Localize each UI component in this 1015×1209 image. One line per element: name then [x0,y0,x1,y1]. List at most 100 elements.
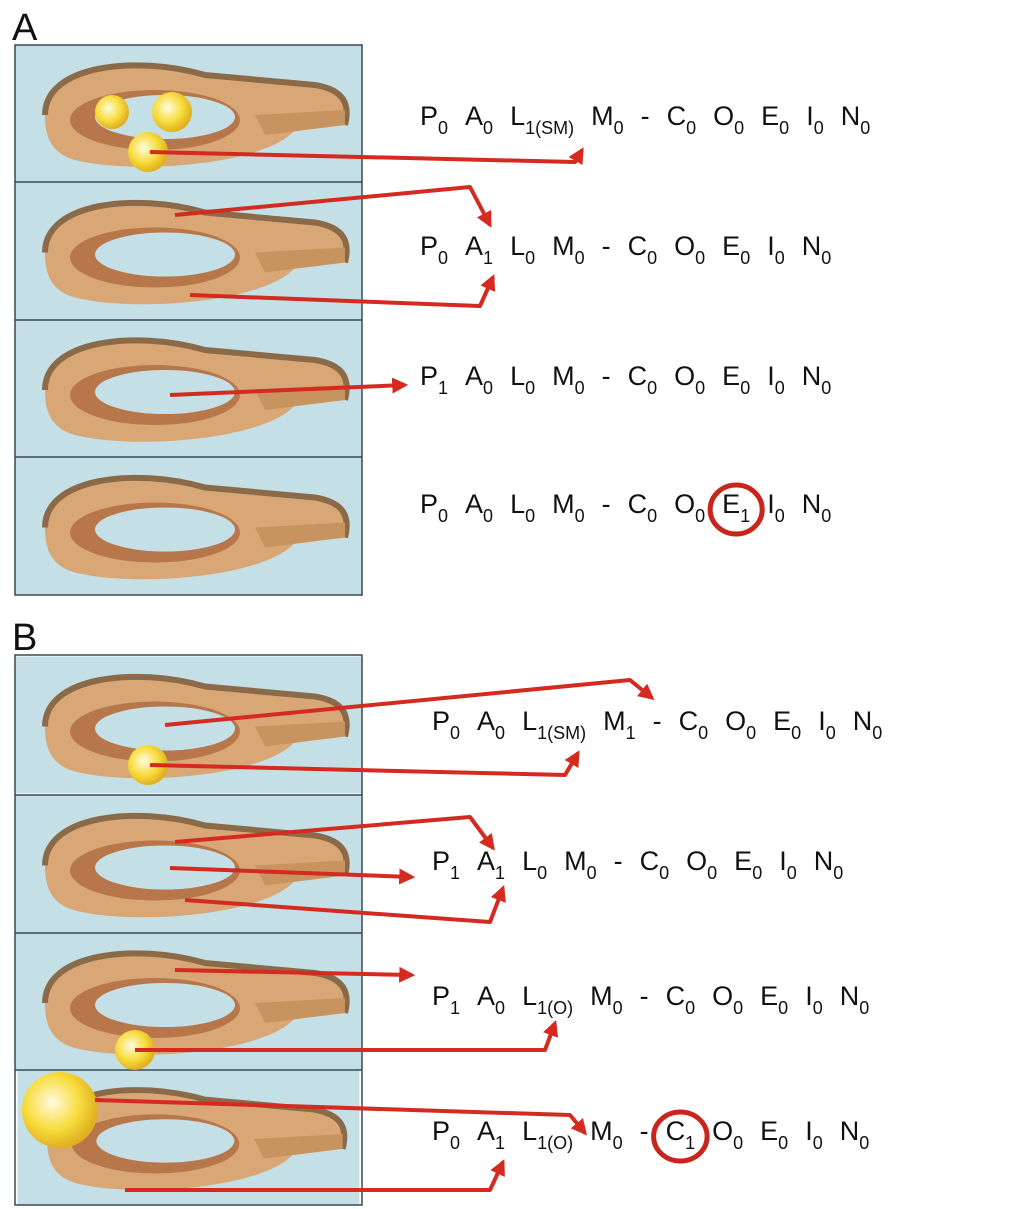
code-token: N0 [840,1116,870,1153]
ear-image [15,796,362,933]
token-subscript: 1 [495,1133,505,1153]
code-token: P1 [432,981,460,1018]
token-subscript: 1 [495,863,505,883]
token-letter: M [590,1116,613,1146]
code-token: C1 [666,1116,696,1153]
token-letter: E [722,361,740,391]
token-letter: I [767,489,775,519]
token-subscript: 0 [695,378,705,398]
code-token: E0 [722,231,750,268]
token-subscript: 0 [525,378,535,398]
ear-image [15,657,362,794]
token-letter: A [477,846,495,876]
code-token: A1 [477,1116,505,1153]
token-subscript: 0 [859,1133,869,1153]
token-letter: - [640,1116,649,1146]
code-token: E0 [760,981,788,1018]
token-letter: M [590,981,613,1011]
token-letter: I [806,101,814,131]
code-token: A0 [465,361,493,398]
token-letter: N [841,101,861,131]
token-letter: A [477,1116,495,1146]
token-subscript: 0 [495,998,505,1018]
token-letter: N [853,706,873,736]
token-subscript: 0 [659,863,669,883]
code-token: P1 [432,846,460,883]
token-letter: C [666,1116,686,1146]
token-subscript: 0 [814,118,824,138]
token-letter: N [802,361,822,391]
code-token: - [602,489,611,519]
token-letter: L [522,706,537,736]
code-token: M1 [603,706,636,743]
token-subscript: 0 [695,506,705,526]
token-letter: I [767,361,775,391]
code-token: L0 [510,489,535,526]
token-subscript: 0 [450,723,460,743]
code-token: E0 [760,1116,788,1153]
code-token: P0 [432,706,460,743]
token-subscript: 0 [813,998,823,1018]
code-token: L0 [510,231,535,268]
token-letter: P [420,231,438,261]
token-letter: I [767,231,775,261]
token-letter: M [564,846,587,876]
token-subscript: 0 [821,506,831,526]
token-letter: I [805,981,813,1011]
code-token: N0 [841,101,871,138]
code-token: A0 [477,706,505,743]
token-subscript: 0 [746,723,756,743]
code-token: L1(SM) [510,101,574,138]
token-letter: E [734,846,752,876]
code-token: - [640,981,649,1011]
token-letter: M [603,706,626,736]
code-token: M0 [591,101,624,138]
code-token: L1(SM) [522,706,586,743]
token-letter: L [510,231,525,261]
token-subscript: 0 [438,118,448,138]
token-letter: - [602,489,611,519]
token-subscript: 0 [537,863,547,883]
code-token: E0 [722,361,750,398]
code-token: C0 [628,231,658,268]
code-token: - [602,361,611,391]
code-token: A0 [477,981,505,1018]
token-subscript: 0 [698,723,708,743]
code-token: M0 [590,981,623,1018]
token-subscript: 0 [695,248,705,268]
ear-image [15,458,362,595]
token-subscript: 0 [733,1133,743,1153]
token-letter: N [814,846,834,876]
code-token: P1 [420,361,448,398]
code-token: O0 [674,489,705,526]
code-token: L1(O) [522,981,573,1018]
token-letter: E [760,981,778,1011]
code-token: C0 [628,361,658,398]
token-letter: M [591,101,614,131]
code-token: N0 [802,231,832,268]
token-subscript: 1(SM) [525,118,574,138]
code-token: - [641,101,650,131]
token-subscript: 0 [575,378,585,398]
token-letter: O [712,1116,733,1146]
token-letter: L [522,1116,537,1146]
code-token: N0 [814,846,844,883]
token-subscript: 0 [575,506,585,526]
token-subscript: 0 [647,248,657,268]
token-subscript: 0 [778,1133,788,1153]
code-token: - [602,231,611,261]
token-subscript: 0 [438,506,448,526]
token-subscript: 1 [450,863,460,883]
token-subscript: 0 [525,506,535,526]
code-token: L1(O) [522,1116,573,1153]
token-letter: P [432,1116,450,1146]
token-subscript: 1 [483,248,493,268]
token-letter: P [432,981,450,1011]
token-letter: O [725,706,746,736]
panel-label: B [12,617,37,659]
token-letter: P [432,846,450,876]
token-subscript: 1 [740,506,750,526]
code-token: M0 [552,489,585,526]
token-letter: I [779,846,787,876]
token-subscript: 1(O) [537,998,573,1018]
